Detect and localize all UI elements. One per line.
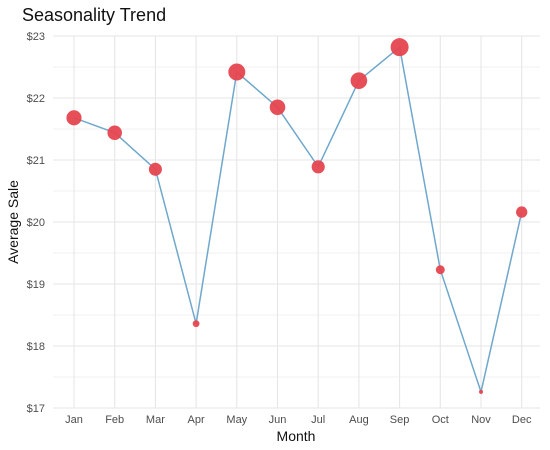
data-point: [311, 160, 325, 174]
y-tick-label: $22: [27, 93, 45, 105]
x-tick-label: Dec: [512, 414, 532, 426]
y-tick-label: $20: [27, 217, 45, 229]
data-point: [390, 38, 409, 57]
x-tick-label: Nov: [471, 414, 491, 426]
x-tick-label: Jan: [65, 414, 83, 426]
y-tick-label: $21: [27, 155, 45, 167]
data-point: [435, 265, 445, 275]
data-point: [479, 389, 483, 394]
x-tick-label: Aug: [349, 414, 369, 426]
y-tick-label: $18: [27, 341, 45, 353]
x-tick-label: Oct: [432, 414, 449, 426]
data-point: [192, 320, 200, 328]
data-points: [66, 38, 528, 394]
data-point: [516, 206, 528, 218]
data-point: [107, 125, 122, 140]
x-tick-label: Mar: [146, 414, 165, 426]
y-tick-label: $19: [27, 279, 45, 291]
data-point: [148, 162, 162, 176]
x-tick-label: May: [226, 414, 247, 426]
x-axis-ticks: Jan Feb Mar Apr May Jun Jul Aug Sep Oct Nov Dec: [65, 414, 532, 426]
y-tick-label: $23: [27, 31, 45, 43]
data-point: [350, 72, 368, 89]
x-tick-label: Feb: [105, 414, 124, 426]
x-tick-label: Sep: [390, 414, 410, 426]
y-tick-label: $17: [27, 403, 45, 415]
minor-gridlines: [53, 66, 540, 378]
x-tick-label: Jun: [269, 414, 287, 426]
data-point: [66, 110, 82, 126]
data-point: [269, 99, 286, 116]
major-gridlines: [53, 35, 540, 409]
x-axis-title: Month: [277, 428, 316, 444]
series-line: [73, 45, 523, 395]
chart-title: Seasonality Trend: [22, 5, 166, 25]
data-point: [228, 63, 246, 81]
y-axis-ticks: $17 $18 $19 $20 $21 $22 $23: [27, 31, 45, 415]
x-tick-label: Apr: [188, 414, 205, 426]
x-tick-label: Jul: [311, 414, 325, 426]
y-axis-title: Average Sale: [5, 180, 21, 264]
